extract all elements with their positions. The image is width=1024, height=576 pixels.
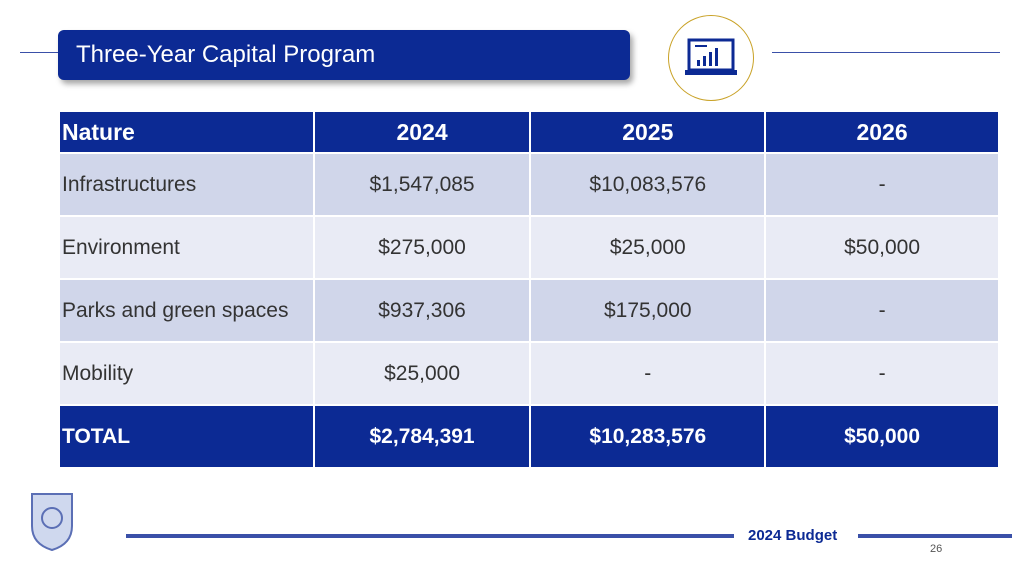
rule (772, 52, 1000, 53)
cell: - (529, 341, 767, 406)
page-number: 26 (930, 543, 943, 555)
cell: $25,000 (529, 215, 767, 280)
cell: $2,784,391 (312, 404, 532, 469)
cell: Infrastructures (58, 152, 315, 217)
cell: Environment (58, 215, 315, 280)
total-row: TOTAL $2,784,391 $10,283,576 $50,000 (58, 404, 1000, 469)
cell: $937,306 (312, 278, 532, 343)
title: Three-Year Capital Program (58, 30, 630, 80)
capital-table: Nature 2024 2025 2026 Infrastructures $1,547… (58, 110, 1000, 469)
table-row: Parks and green spaces $937,306 $175,000- (58, 278, 1000, 343)
laptop-icon (685, 38, 737, 75)
footer-label: 2024 Budget (748, 527, 838, 544)
cell: $1,547,085 (312, 152, 532, 217)
table-row: Environment $275,000 $25,000 $50,000 (58, 215, 1000, 280)
icon (668, 15, 754, 101)
cell: $50,000 (764, 404, 1000, 469)
column-header: 2026 (764, 110, 1000, 154)
column-header: Nature (58, 110, 315, 154)
cell: TOTAL (58, 404, 315, 469)
cell: $275,000 (312, 215, 532, 280)
cell: - (764, 152, 1000, 217)
rule (126, 534, 734, 538)
cell: $25,000 (312, 341, 532, 406)
cell: - (764, 278, 1000, 343)
rule (20, 52, 60, 53)
table-row: Mobility $25,000- - (58, 341, 1000, 406)
cell: $10,283,576 (529, 404, 767, 469)
logo (31, 493, 73, 552)
table-row: Infrastructures $1,547,085 $10,083,576- (58, 152, 1000, 217)
column-header: 2024 (312, 110, 532, 154)
cell: - (764, 341, 1000, 406)
cell: $175,000 (529, 278, 767, 343)
rule (858, 534, 1012, 538)
cell: $10,083,576 (529, 152, 767, 217)
column-header: 2025 (529, 110, 767, 154)
cell: $50,000 (764, 215, 1000, 280)
cell: Parks and green spaces (58, 278, 315, 343)
cell: Mobility (58, 341, 315, 406)
